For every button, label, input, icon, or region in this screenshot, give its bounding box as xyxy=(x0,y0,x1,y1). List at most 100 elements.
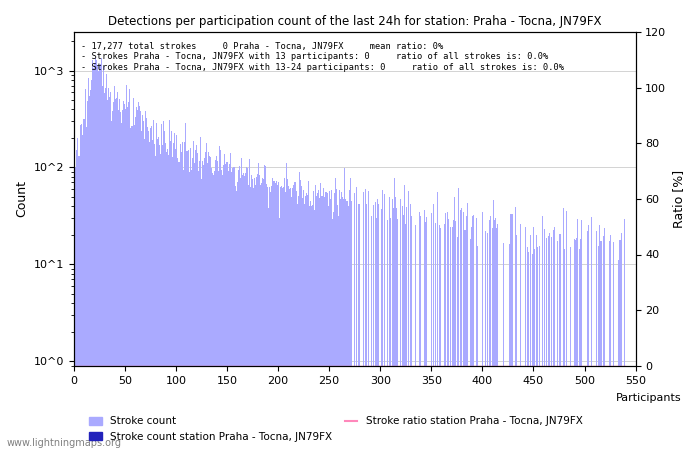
Bar xyxy=(473,215,474,450)
Bar xyxy=(325,192,326,450)
Bar xyxy=(145,111,146,450)
Bar xyxy=(487,233,488,450)
Bar xyxy=(151,126,152,450)
Bar xyxy=(588,225,589,450)
Bar xyxy=(404,185,405,450)
Bar xyxy=(377,199,378,450)
Bar xyxy=(564,249,565,450)
Bar xyxy=(601,241,603,450)
Bar xyxy=(80,125,81,450)
Bar xyxy=(163,121,164,450)
Bar xyxy=(433,204,434,450)
Bar xyxy=(319,198,321,450)
Bar xyxy=(116,98,117,450)
Bar xyxy=(114,86,115,450)
Bar xyxy=(492,228,493,450)
Bar xyxy=(312,205,314,450)
Bar xyxy=(159,145,160,450)
Bar xyxy=(577,220,578,450)
Bar xyxy=(289,189,290,450)
Bar xyxy=(596,231,597,450)
Bar xyxy=(341,192,342,450)
Bar xyxy=(612,242,614,450)
Bar xyxy=(259,175,260,450)
Bar xyxy=(339,190,340,450)
Bar xyxy=(295,182,296,450)
Bar xyxy=(290,197,292,450)
Bar xyxy=(284,178,285,450)
Bar xyxy=(574,238,575,450)
Bar xyxy=(318,190,319,450)
Bar xyxy=(220,150,221,450)
Bar xyxy=(165,143,166,450)
Bar xyxy=(439,225,440,450)
Bar xyxy=(321,196,323,450)
Bar xyxy=(405,224,406,450)
Bar xyxy=(227,162,228,450)
Bar xyxy=(476,218,477,450)
Bar xyxy=(122,110,123,450)
Bar xyxy=(139,106,140,450)
Bar xyxy=(419,216,421,450)
Bar xyxy=(253,188,254,450)
Bar xyxy=(539,247,540,450)
Bar xyxy=(374,202,376,450)
Bar xyxy=(258,163,259,450)
Bar xyxy=(97,65,98,450)
Bar xyxy=(105,88,106,450)
Bar xyxy=(587,231,588,450)
Bar xyxy=(463,212,465,450)
Bar xyxy=(81,124,83,450)
Bar xyxy=(209,156,210,450)
Bar xyxy=(457,237,458,450)
Bar xyxy=(330,189,332,450)
Bar xyxy=(301,186,302,450)
Bar xyxy=(485,231,486,450)
Bar xyxy=(624,219,625,450)
Bar xyxy=(110,93,111,450)
Bar xyxy=(396,207,397,450)
Bar xyxy=(100,64,101,450)
Bar xyxy=(176,135,178,450)
Bar xyxy=(144,140,145,450)
Bar xyxy=(130,128,132,450)
Bar xyxy=(94,58,96,450)
Bar xyxy=(164,131,165,450)
Bar xyxy=(257,174,258,450)
Y-axis label: Ratio [%]: Ratio [%] xyxy=(672,170,685,228)
Bar xyxy=(286,162,287,450)
Bar xyxy=(256,177,257,450)
Bar xyxy=(306,194,307,450)
Bar xyxy=(395,197,396,450)
Bar xyxy=(356,187,357,450)
Bar xyxy=(168,154,169,450)
Bar xyxy=(194,162,195,450)
Bar xyxy=(557,241,559,450)
Bar xyxy=(218,171,219,450)
Bar xyxy=(268,208,270,450)
Bar xyxy=(134,117,136,450)
Text: www.lightningmaps.org: www.lightningmaps.org xyxy=(7,438,122,448)
Bar xyxy=(525,227,526,450)
Bar xyxy=(532,254,533,450)
Bar xyxy=(305,196,306,450)
Bar xyxy=(181,142,183,450)
Bar xyxy=(335,178,336,450)
Bar xyxy=(465,230,466,450)
Bar xyxy=(548,236,550,450)
Bar xyxy=(603,236,604,450)
Bar xyxy=(403,215,404,450)
Bar xyxy=(239,166,240,450)
Bar xyxy=(328,191,330,450)
Bar xyxy=(528,252,529,450)
Bar xyxy=(514,207,516,450)
Bar xyxy=(217,161,218,450)
Bar xyxy=(304,203,305,450)
Bar xyxy=(408,190,409,450)
Bar xyxy=(121,122,122,450)
Legend: Stroke count, Stroke count station Praha - Tocna, JN79FX, Stroke ratio station P: Stroke count, Stroke count station Praha… xyxy=(86,414,586,445)
Bar xyxy=(232,167,234,450)
Title: Detections per participation count of the last 24h for station: Praha - Tocna, J: Detections per participation count of th… xyxy=(108,15,601,28)
Bar xyxy=(537,247,538,450)
Bar xyxy=(450,227,452,450)
